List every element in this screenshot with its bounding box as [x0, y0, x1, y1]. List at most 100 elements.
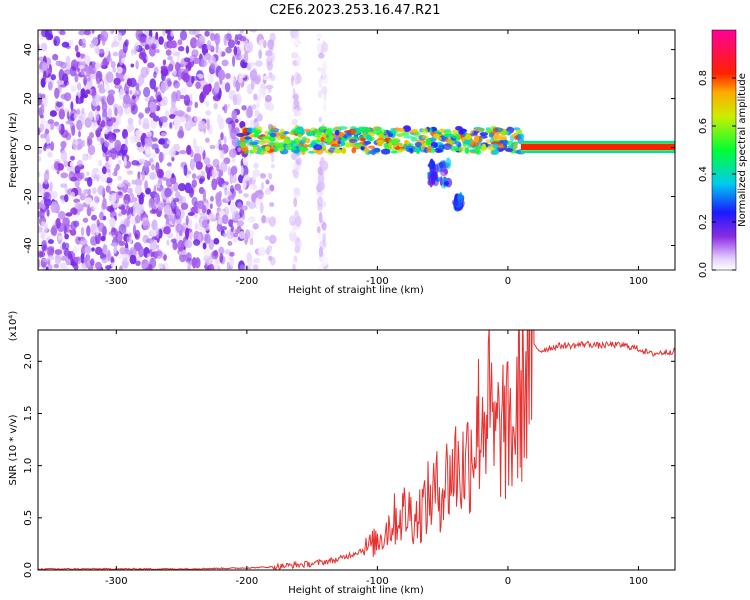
- heatmap-cell: [110, 61, 116, 69]
- heatmap-cell: [47, 151, 53, 158]
- heatmap-cell: [91, 201, 98, 210]
- heatmap-cell: [56, 169, 60, 175]
- heatmap-cell: [106, 81, 110, 94]
- heatmap-cell: [230, 127, 237, 140]
- heatmap-cell: [105, 265, 112, 270]
- heatmap-cell: [184, 68, 189, 74]
- heatmap-cell: [70, 155, 75, 161]
- heatmap-cell: [216, 176, 223, 186]
- heatmap-cell: [38, 258, 41, 269]
- snr-y-axis: 0.0 0.5 1.0 1.5 2.0: [23, 353, 675, 578]
- heatmap-cell: [437, 136, 442, 142]
- heatmap-cell: [171, 196, 175, 207]
- heatmap-cell: [50, 141, 55, 151]
- heatmap-cell: [164, 110, 170, 118]
- heatmap-cell: [175, 89, 181, 102]
- snr-y-multiplier: (x10⁴): [8, 311, 19, 342]
- heatmap-cell: [155, 249, 163, 260]
- heatmap-cell: [233, 46, 238, 56]
- heatmap-cell: [376, 142, 383, 147]
- heatmap-cell: [174, 191, 181, 198]
- heatmap-cell: [44, 30, 50, 38]
- heatmap-cell: [60, 172, 68, 179]
- heatmap-cell: [451, 133, 461, 139]
- heatmap-cell: [64, 194, 69, 203]
- heatmap-cell: [235, 228, 241, 234]
- heatmap-cell: [188, 186, 194, 198]
- heatmap-cell: [40, 93, 46, 99]
- heatmap-cell: [76, 51, 81, 58]
- heatmap-cell: [70, 220, 77, 231]
- heatmap-cell: [214, 33, 221, 45]
- heatmap-cell: [248, 61, 257, 67]
- heatmap-cell: [209, 144, 216, 150]
- heatmap-cell: [60, 140, 67, 149]
- heatmap-cell: [38, 69, 44, 74]
- heatmap-cell: [119, 88, 125, 100]
- heatmap-cell: [147, 62, 155, 69]
- heatmap-cell: [422, 135, 429, 140]
- heatmap-cell: [340, 140, 346, 147]
- heatmap-cell: [87, 176, 93, 187]
- heatmap-cell: [268, 234, 277, 244]
- heatmap-cell: [512, 143, 518, 150]
- heatmap-cell: [177, 39, 183, 46]
- heatmap-cell: [138, 118, 142, 126]
- heatmap-cell: [218, 246, 225, 255]
- heatmap-cell: [173, 181, 179, 192]
- heatmap-cell: [372, 129, 383, 135]
- heatmap-cell: [54, 87, 60, 99]
- heatmap-cell: [203, 157, 211, 165]
- heatmap-cell: [50, 201, 58, 213]
- heatmap-cell: [299, 139, 306, 145]
- heatmap-cell: [130, 63, 135, 68]
- heatmap-cell: [113, 77, 121, 86]
- heatmap-cell: [135, 60, 139, 70]
- heatmap-cell: [70, 101, 74, 111]
- heatmap-cell: [191, 257, 197, 269]
- heatmap-cell: [146, 160, 152, 167]
- heatmap-cell: [240, 165, 244, 176]
- y-tick-label: 40: [23, 43, 34, 56]
- heatmap-cell: [190, 37, 198, 49]
- heatmap-cell: [402, 125, 411, 132]
- heatmap-cell: [396, 133, 405, 137]
- heatmap-cell: [264, 187, 272, 196]
- heatmap-cell: [74, 256, 82, 265]
- heatmap-cell: [163, 226, 171, 235]
- heatmap-cell: [380, 148, 391, 155]
- heatmap-cell: [260, 181, 265, 190]
- heatmap-cell: [237, 147, 242, 153]
- heatmap-cell: [160, 82, 166, 94]
- heatmap-cell: [179, 87, 187, 95]
- heatmap-cell: [100, 120, 106, 128]
- heatmap-cell: [54, 249, 63, 255]
- heatmap-cell: [224, 82, 231, 93]
- heatmap-cell: [219, 161, 228, 173]
- heatmap-cell: [56, 79, 65, 86]
- heatmap-cell: [68, 171, 75, 181]
- heatmap-cell: [155, 91, 162, 100]
- heatmap-cell: [210, 33, 216, 41]
- heatmap-cell: [53, 161, 61, 171]
- heatmap-cell: [83, 257, 88, 263]
- heatmap-cell: [91, 247, 95, 252]
- heatmap-cell: [184, 239, 193, 249]
- heatmap-cell: [99, 48, 105, 54]
- heatmap-cell: [305, 138, 310, 144]
- heatmap-cell: [75, 172, 83, 182]
- heatmap-cell: [78, 30, 86, 36]
- heatmap-cell: [326, 127, 333, 135]
- heatmap-cell: [123, 94, 131, 105]
- heatmap-cell: [279, 146, 284, 152]
- heatmap-cell: [208, 258, 214, 263]
- heatmap-cell: [118, 149, 126, 157]
- heatmap-cell: [132, 215, 136, 224]
- heatmap-cell: [195, 81, 201, 89]
- heatmap-cell: [108, 159, 113, 166]
- heatmap-cell: [256, 100, 262, 105]
- heatmap-cell: [245, 229, 251, 240]
- heatmap-cell: [360, 126, 371, 133]
- heatmap-cell: [221, 59, 229, 67]
- heatmap-cell: [60, 195, 66, 201]
